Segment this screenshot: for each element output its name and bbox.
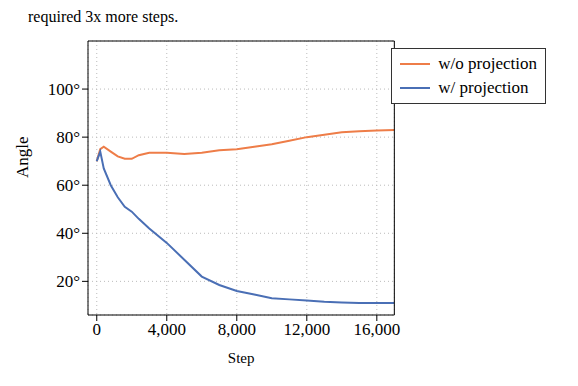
svg-text:8,000: 8,000 bbox=[218, 320, 256, 339]
svg-text:60°: 60° bbox=[56, 176, 80, 195]
svg-text:Angle: Angle bbox=[13, 136, 32, 178]
svg-text:40°: 40° bbox=[56, 224, 80, 243]
svg-text:80°: 80° bbox=[56, 128, 80, 147]
svg-text:16,000: 16,000 bbox=[353, 320, 400, 339]
svg-text:4,000: 4,000 bbox=[148, 320, 186, 339]
svg-text:0: 0 bbox=[93, 320, 102, 339]
svg-text:12,000: 12,000 bbox=[283, 320, 330, 339]
svg-text:20°: 20° bbox=[56, 272, 80, 291]
html-text:w/o projection: w/o projection bbox=[438, 54, 537, 73]
html-text:w/ projection: w/ projection bbox=[438, 78, 529, 97]
html-text:required 3x more steps.: required 3x more steps. bbox=[28, 8, 179, 25]
svg-text:Step: Step bbox=[228, 350, 255, 366]
svg-text:100°: 100° bbox=[48, 80, 80, 99]
